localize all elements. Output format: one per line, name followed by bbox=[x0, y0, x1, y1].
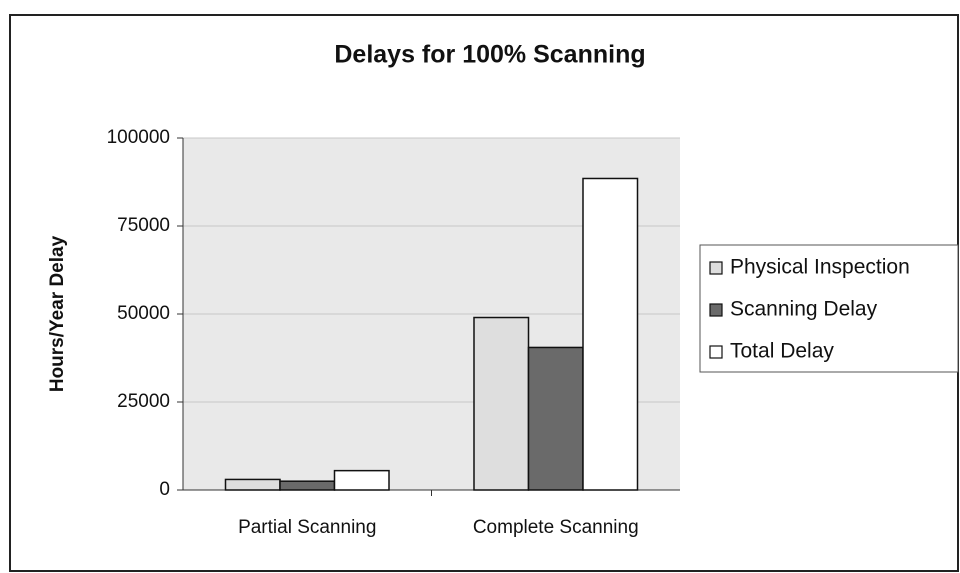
legend bbox=[699, 244, 959, 373]
bar bbox=[333, 469, 390, 491]
y-tick-label: 0 bbox=[159, 479, 170, 500]
bar bbox=[473, 316, 530, 491]
bar bbox=[527, 346, 584, 491]
y-tick-label: 75000 bbox=[117, 215, 170, 236]
legend-label: Physical Inspection bbox=[730, 256, 910, 279]
legend-swatch bbox=[709, 345, 723, 359]
legend-swatch bbox=[709, 261, 723, 275]
y-axis-label: Hours/Year Delay bbox=[47, 235, 68, 392]
x-tick-label: Partial Scanning bbox=[238, 517, 376, 538]
x-tick-label: Complete Scanning bbox=[473, 517, 639, 538]
bar bbox=[582, 177, 639, 491]
legend-label: Total Delay bbox=[730, 340, 834, 363]
legend-label: Scanning Delay bbox=[730, 298, 878, 321]
bar bbox=[224, 478, 281, 491]
y-tick-label: 25000 bbox=[117, 391, 170, 412]
chart-title: Delays for 100% Scanning bbox=[334, 41, 645, 69]
legend-swatch bbox=[709, 303, 723, 317]
bar bbox=[279, 480, 336, 491]
y-tick-label: 50000 bbox=[117, 303, 170, 324]
y-tick-label: 100000 bbox=[107, 127, 170, 148]
